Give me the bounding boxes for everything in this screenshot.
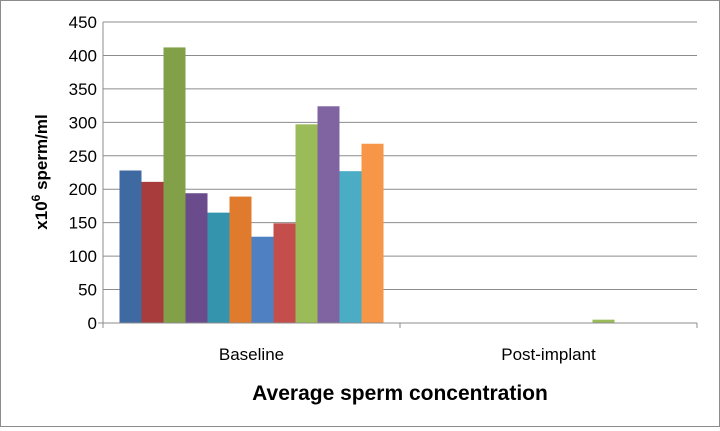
bar (163, 47, 186, 323)
y-axis-title: x106 sperm/ml (29, 114, 51, 229)
y-axis-title-suffix: sperm/ml (32, 114, 51, 194)
bar (119, 170, 142, 323)
bar (273, 223, 296, 323)
y-tick-label: 450 (69, 13, 97, 32)
y-tick-label: 150 (69, 214, 97, 233)
bar (339, 171, 362, 323)
y-axis-title-superscript: 6 (29, 194, 43, 201)
y-tick-label: 50 (78, 281, 97, 300)
y-tick-label: 0 (88, 314, 97, 333)
category-label: Baseline (219, 345, 284, 364)
bars (119, 47, 615, 323)
axes (98, 22, 698, 328)
bar (592, 319, 615, 323)
bar (185, 193, 208, 323)
category-labels: Baseline Post-implant (219, 345, 596, 364)
bar (361, 143, 384, 323)
bar (295, 124, 318, 323)
y-tick-label: 100 (69, 247, 97, 266)
y-tick-label: 200 (69, 180, 97, 199)
y-tick-label: 350 (69, 80, 97, 99)
bar (317, 106, 340, 323)
y-axis-title-main: x10 (32, 201, 51, 229)
bar (251, 236, 274, 323)
y-tick-label: 300 (69, 113, 97, 132)
category-label: Post-implant (501, 345, 596, 364)
x-axis-title: Average sperm concentration (252, 382, 548, 405)
y-tick-label: 400 (69, 46, 97, 65)
bar (229, 196, 252, 323)
y-tick-labels: 0 50 100 150 200 250 300 350 400 450 (69, 13, 97, 333)
bar (207, 212, 230, 323)
bar (141, 181, 164, 323)
y-tick-label: 250 (69, 147, 97, 166)
